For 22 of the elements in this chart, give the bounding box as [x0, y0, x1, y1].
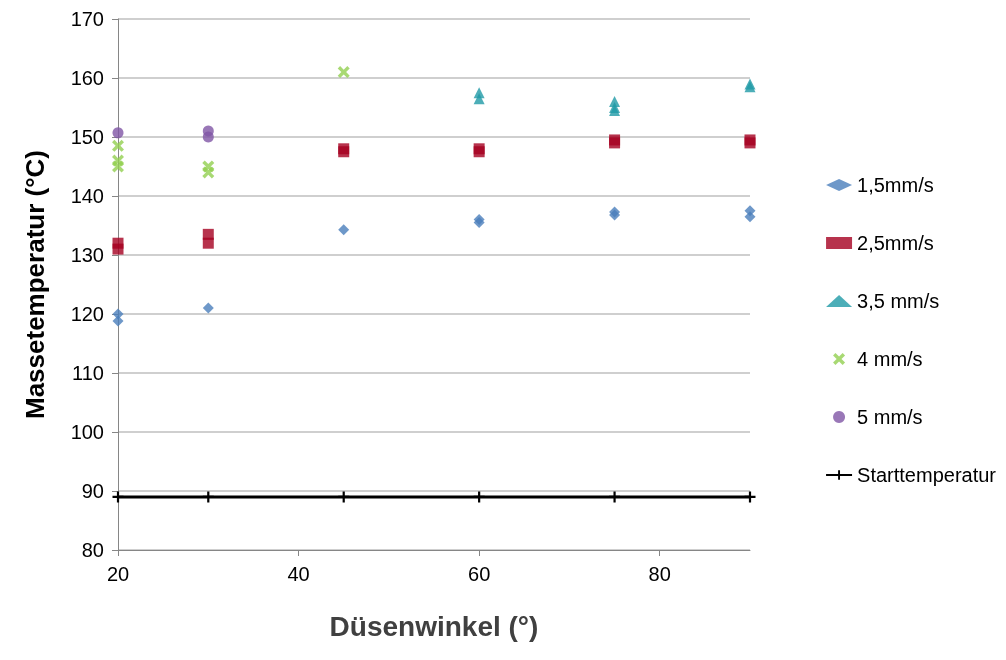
y-tick-label: 100 [70, 421, 104, 443]
y-tick-label: 90 [81, 480, 104, 502]
legend-label: 1,5mm/s [857, 174, 934, 196]
x-tick-label: 40 [287, 563, 310, 585]
y-tick-label: 130 [70, 244, 104, 266]
x-tick-label: 80 [648, 563, 671, 585]
y-tick-label: 80 [81, 539, 104, 561]
legend-label: 2,5mm/s [857, 232, 934, 254]
y-tick-label: 120 [70, 303, 104, 325]
y-tick-label: 150 [70, 126, 104, 148]
x-axis-title: Düsenwinkel (°) [329, 610, 539, 642]
legend-label: 4 mm/s [857, 348, 923, 370]
y-tick-label: 160 [70, 67, 104, 89]
legend-label: Starttemperatur [857, 464, 997, 486]
x-tick-label: 20 [106, 563, 130, 585]
legend-label: 3,5 mm/s [857, 290, 940, 312]
y-tick-label: 170 [70, 8, 104, 30]
y-tick-label: 140 [70, 185, 104, 207]
y-tick-label: 110 [72, 362, 104, 384]
y-axis-title: Massetemperatur (°C) [20, 149, 50, 420]
x-tick-label: 60 [468, 563, 491, 585]
legend-label: 5 mm/s [857, 406, 923, 428]
